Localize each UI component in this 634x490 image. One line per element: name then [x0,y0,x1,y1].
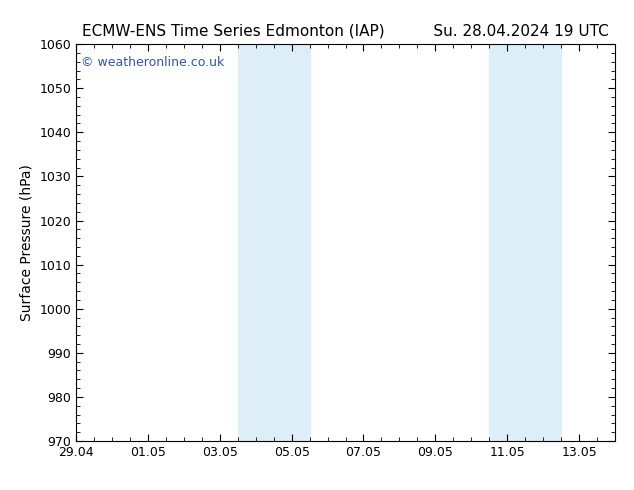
Bar [489,44,561,441]
Title: ECMW-ENS Time Series Edmonton (IAP)          Su. 28.04.2024 19 UTC: ECMW-ENS Time Series Edmonton (IAP) Su. … [82,24,609,39]
Bar [238,44,309,441]
Y-axis label: Surface Pressure (hPa): Surface Pressure (hPa) [20,164,34,321]
Text: © weatheronline.co.uk: © weatheronline.co.uk [81,56,224,69]
